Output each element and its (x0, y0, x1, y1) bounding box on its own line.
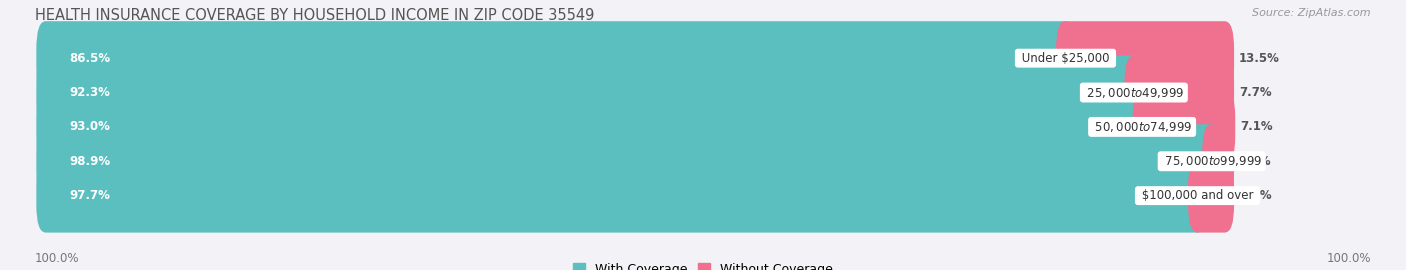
Text: 1.1%: 1.1% (1239, 155, 1271, 168)
FancyBboxPatch shape (37, 124, 1220, 198)
Legend: With Coverage, Without Coverage: With Coverage, Without Coverage (572, 263, 834, 270)
Text: 93.0%: 93.0% (69, 120, 110, 133)
Text: 100.0%: 100.0% (35, 252, 80, 265)
FancyBboxPatch shape (37, 90, 1234, 164)
Text: Under $25,000: Under $25,000 (1018, 52, 1114, 65)
Text: 86.5%: 86.5% (69, 52, 111, 65)
Text: Source: ZipAtlas.com: Source: ZipAtlas.com (1253, 8, 1371, 18)
Text: $100,000 and over: $100,000 and over (1137, 189, 1257, 202)
Text: 92.3%: 92.3% (69, 86, 110, 99)
FancyBboxPatch shape (1188, 159, 1234, 232)
Text: 98.9%: 98.9% (69, 155, 111, 168)
FancyBboxPatch shape (37, 56, 1234, 130)
FancyBboxPatch shape (37, 159, 1206, 232)
Text: $25,000 to $49,999: $25,000 to $49,999 (1083, 86, 1185, 100)
Text: $75,000 to $99,999: $75,000 to $99,999 (1160, 154, 1263, 168)
Text: HEALTH INSURANCE COVERAGE BY HOUSEHOLD INCOME IN ZIP CODE 35549: HEALTH INSURANCE COVERAGE BY HOUSEHOLD I… (35, 8, 595, 23)
FancyBboxPatch shape (37, 56, 1143, 130)
FancyBboxPatch shape (1202, 124, 1234, 198)
FancyBboxPatch shape (1125, 56, 1234, 130)
Text: 100.0%: 100.0% (1326, 252, 1371, 265)
FancyBboxPatch shape (37, 21, 1076, 95)
FancyBboxPatch shape (37, 21, 1234, 95)
FancyBboxPatch shape (37, 124, 1234, 198)
FancyBboxPatch shape (37, 159, 1234, 232)
Text: 97.7%: 97.7% (69, 189, 110, 202)
Text: $50,000 to $74,999: $50,000 to $74,999 (1091, 120, 1194, 134)
Text: 7.1%: 7.1% (1240, 120, 1272, 133)
FancyBboxPatch shape (1056, 21, 1234, 95)
Text: 7.7%: 7.7% (1239, 86, 1271, 99)
FancyBboxPatch shape (1133, 90, 1236, 164)
Text: 2.3%: 2.3% (1239, 189, 1271, 202)
FancyBboxPatch shape (37, 90, 1152, 164)
Text: 13.5%: 13.5% (1239, 52, 1279, 65)
